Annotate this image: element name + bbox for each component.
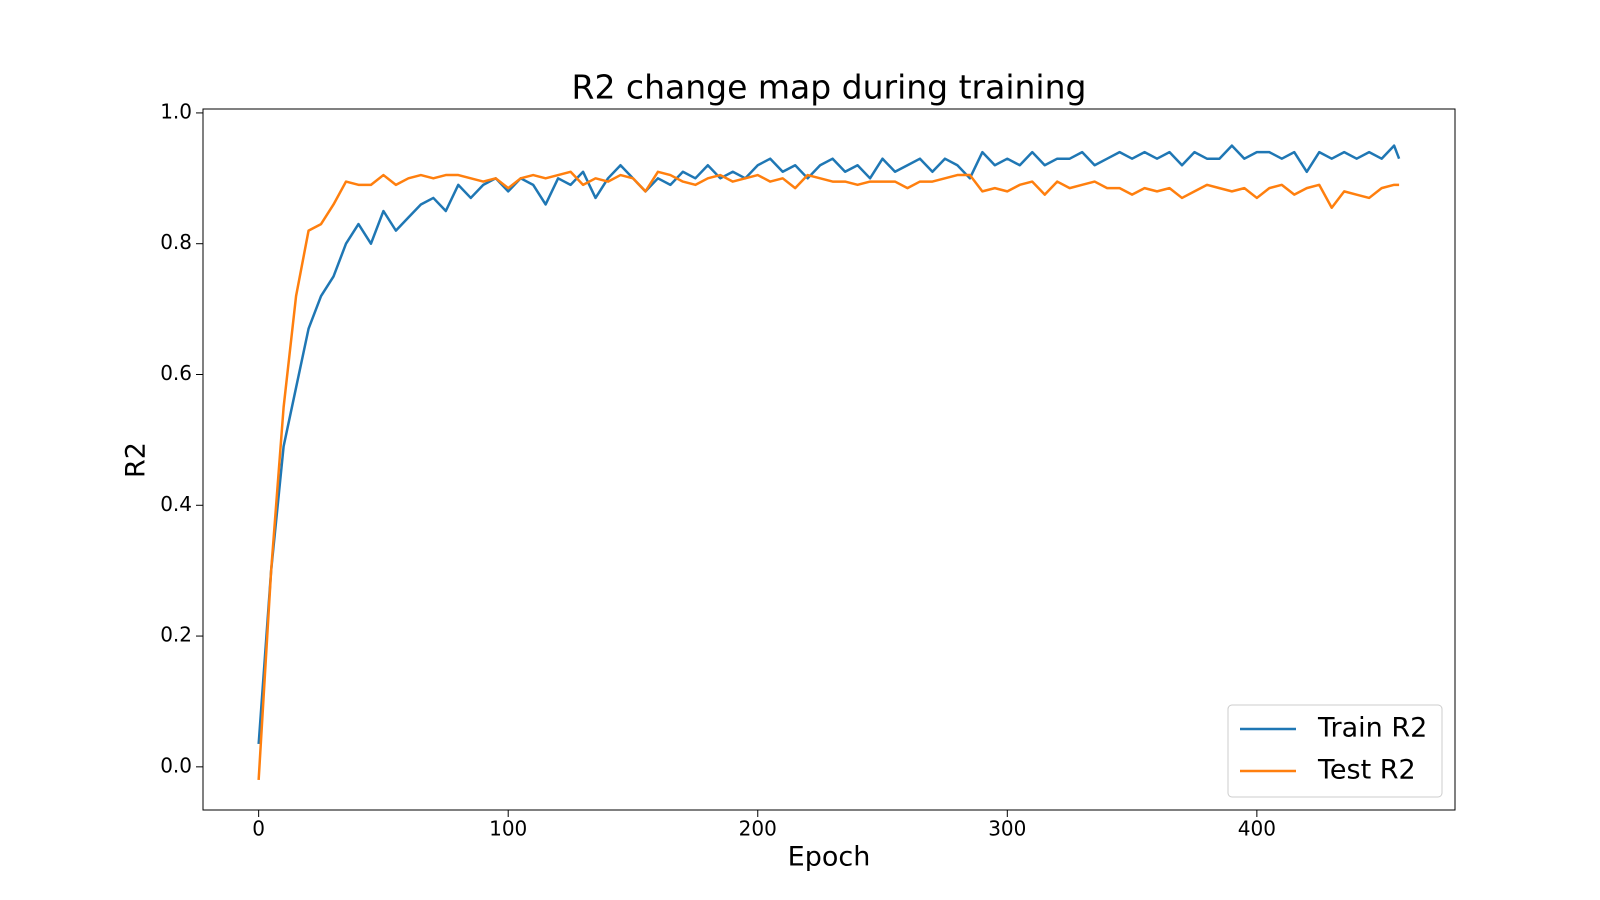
series-line [257,170,1400,780]
x-tick-label: 300 [988,817,1026,841]
series-line [257,144,1401,745]
y-axis-label: R2 [121,442,152,478]
y-tick-label: 0.6 [160,361,192,385]
x-tick-label: 200 [739,817,777,841]
y-tick-label: 0.0 [160,753,192,777]
plot-frame [202,108,1456,811]
x-tick-label: 100 [489,817,527,841]
y-tick-label: 0.4 [160,492,192,516]
y-tick-label: 0.2 [160,623,192,647]
x-tick-label: 0 [252,817,265,841]
x-tick-label: 400 [1238,817,1276,841]
y-tick-label: 0.8 [160,230,192,254]
legend-label: Test R2 [1317,755,1416,786]
chart-title: R2 change map during training [572,68,1087,107]
y-tick-label: 1.0 [160,99,192,123]
x-axis-label: Epoch [788,842,871,873]
legend-label: Train R2 [1317,713,1427,744]
